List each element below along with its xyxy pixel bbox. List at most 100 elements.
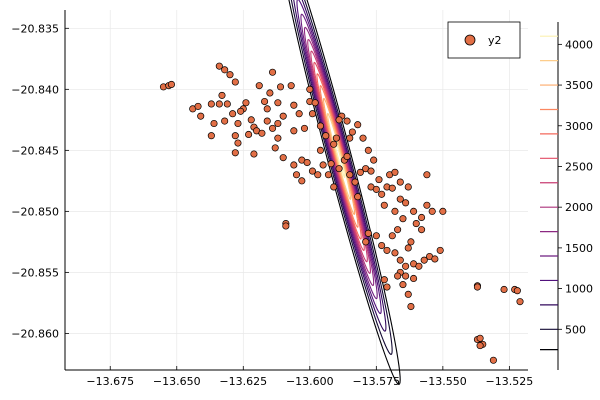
scatter-point [420,256,428,264]
scatter-point [266,89,274,97]
scatter-point [247,116,255,124]
contour-level-3800 [327,112,352,200]
colorbar: 500 1000 1500 2000 2500 3000 3500 4000 [540,22,593,370]
legend-label-y2: y2 [488,34,502,47]
scatter-point [343,152,351,160]
scatter-point [327,160,335,168]
contour-level-250 [288,0,401,385]
scatter-point [412,220,420,228]
scatter-point [404,244,412,252]
scatter-point [229,110,237,118]
x-tick-label: −13.650 [153,375,201,388]
scatter-point [356,168,364,176]
colorbar-tick-label: 2500 [565,160,593,173]
scatter-point [316,146,325,154]
scatter-point [335,116,343,124]
x-tick-label: −13.575 [352,375,400,388]
x-tick-label: −13.600 [286,375,334,388]
scatter-point [316,122,325,130]
scatter-point [215,62,223,70]
scatter-point [290,127,298,135]
scatter-point [388,232,396,240]
scatter-point [268,124,277,132]
y-tick-label: −20.850 [11,205,59,218]
scatter-point [396,195,404,203]
scatter-point [263,105,271,113]
scatter-point [415,262,423,270]
scatter-point [221,66,229,74]
scatter-point [346,171,354,179]
axes [64,10,528,371]
scatter-point [303,158,311,167]
scatter-point [242,99,250,107]
y-tick-label: −20.840 [11,83,59,96]
scatter-point [489,356,497,364]
scatter-point [380,276,388,284]
scatter-point [335,165,343,173]
scatter-point [215,100,223,108]
contour-level-1100 [296,0,382,315]
scatter-point [418,213,426,222]
scatter-point [372,232,380,240]
contour-level-2900 [316,73,362,240]
scatter-point [231,149,239,157]
scatter-point [306,85,314,93]
scatter-point [346,134,354,142]
legend: y2 [447,21,521,59]
scatter-point [407,238,415,246]
scatter-point [359,134,367,142]
colorbar-tick-label: 2000 [565,201,593,214]
scatter-point [364,146,372,154]
scatter-point [295,110,303,118]
scatter-point [378,241,386,250]
scatter-point [351,178,359,186]
scatter-point [194,102,202,110]
scatter-point [319,161,327,169]
scatter-point [404,183,412,191]
scatter-point [223,100,231,108]
scatter-series-y2 [159,62,524,364]
legend-marker-y2 [464,34,476,46]
scatter-point [375,176,383,184]
scatter-point [287,82,295,90]
scatter-point [282,222,290,230]
scatter-point [330,140,338,148]
scatter-point [473,283,481,291]
scatter-point [428,207,436,215]
y-axis-ticks: −20.835 −20.840 −20.845 −20.850 −20.855 −20.8… [11,22,69,340]
scatter-point [383,246,391,254]
scatter-point [279,112,287,120]
scatter-point [221,117,229,125]
scatter-point [410,207,418,215]
scatter-point [231,78,239,86]
colorbar-tick-label: 3000 [565,120,593,133]
scatter-point [367,167,375,175]
scatter-point [343,117,351,125]
scatter-point [276,83,285,91]
scatter-point [167,80,175,88]
scatter-point [436,246,444,254]
colorbar-tick-label: 3500 [565,79,593,92]
scatter-point [396,178,404,186]
scatter-point [300,124,309,132]
colorbar-tick-label: 1000 [565,283,593,296]
scatter-point [380,201,388,209]
scatter-point [279,154,287,162]
scatter-point [231,132,239,140]
scatter-point [290,101,298,109]
scatter-point [383,283,391,291]
scatter-point [207,132,215,140]
contour-level-1400 [300,13,378,300]
scatter-point [404,290,412,298]
scatter-point [250,150,258,158]
contour-level-3500 [322,97,356,215]
x-tick-label: −13.550 [419,375,467,388]
scatter-point [516,298,524,306]
x-tick-label: −13.525 [486,375,534,388]
scatter-point [394,226,402,234]
scatter-point [226,71,234,79]
scatter-point [391,207,399,215]
contour-level-3200 [319,85,359,228]
scatter-point [394,272,402,280]
scatter-point [324,171,332,179]
